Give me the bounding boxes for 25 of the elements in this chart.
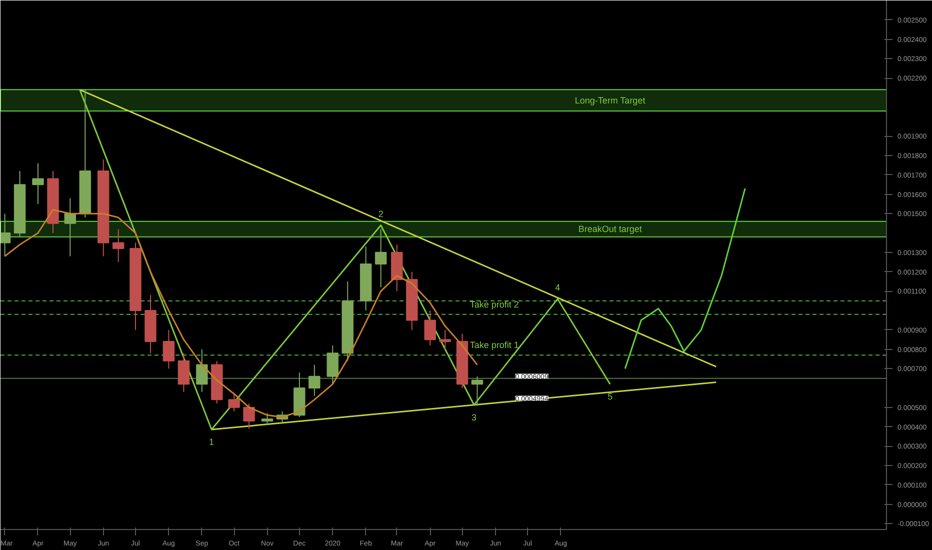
candlestick — [228, 393, 240, 412]
candlestick — [196, 348, 208, 392]
candlestick — [162, 329, 175, 370]
ref-line-label: Take profit 2 — [470, 299, 519, 310]
band-label: Long-Term Target — [574, 95, 646, 106]
ref-line-label: Take profit 1 — [470, 340, 519, 350]
candlestick — [439, 329, 451, 350]
candlestick — [32, 162, 44, 204]
candlestick — [308, 364, 320, 396]
candlestick — [471, 376, 484, 406]
candlestick — [326, 344, 338, 385]
annotation: 5 — [608, 392, 613, 402]
candlestick — [178, 352, 190, 392]
candlestick — [261, 412, 274, 426]
candlestick — [243, 403, 255, 430]
band-label: BreakOut target — [578, 224, 642, 234]
annotation: 4 — [555, 282, 560, 292]
candlestick — [424, 310, 436, 346]
candlestick — [112, 228, 124, 263]
annotation: 2 — [378, 208, 384, 219]
candlestick — [0, 213, 11, 257]
annotation: 1 — [209, 437, 214, 448]
annotation: 3 — [472, 412, 477, 422]
candlestick — [374, 228, 387, 288]
candlestick — [64, 198, 76, 257]
